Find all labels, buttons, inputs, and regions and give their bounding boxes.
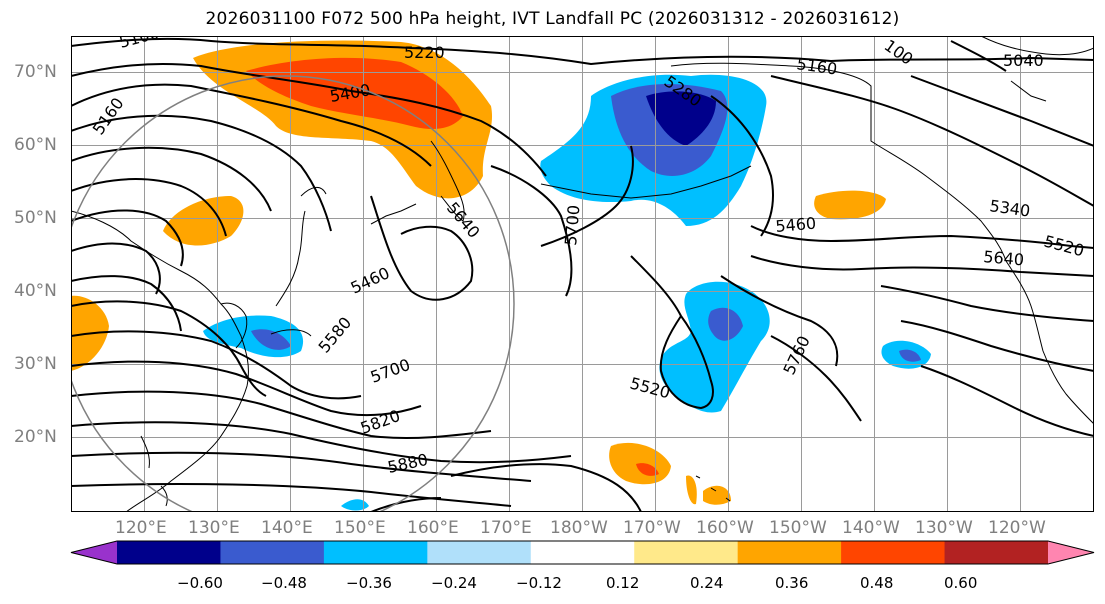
colorbar-tick: −0.48 (261, 574, 307, 592)
colorbar-segment (634, 541, 739, 564)
lon-label: 140°E (261, 518, 313, 538)
contour-label: 5700 (561, 204, 583, 246)
coastline-north-america (1005, 260, 1094, 425)
lon-label: 170°E (480, 518, 532, 538)
lon-label: 140°W (842, 518, 900, 538)
colorbar-tick: −0.24 (431, 574, 477, 592)
colorbar-tick: 0.12 (606, 574, 640, 592)
lon-label: 150°W (769, 518, 827, 538)
colorbar-extend-high (1048, 541, 1094, 564)
graticule (71, 36, 1094, 512)
coastline-philippines (140, 435, 168, 507)
height-contours (71, 37, 1094, 512)
lon-label: 160°E (407, 518, 459, 538)
ivt-negative-core-east (899, 349, 921, 362)
coastline-east-asia (71, 210, 249, 512)
colorbar-tick: −0.12 (516, 574, 562, 592)
lon-label: 130°E (188, 518, 240, 538)
colorbar-tick: 0.48 (860, 574, 894, 592)
contour-label: 5220 (404, 43, 445, 62)
lat-label-30n: 30°N (14, 354, 57, 374)
lon-label: 180°W (550, 518, 608, 538)
ivt-negative-small-south (341, 499, 369, 511)
coastline-aleutians (540, 165, 752, 199)
lon-label: 160°W (696, 518, 754, 538)
lon-label: 120°W (988, 518, 1046, 538)
colorbar-segment (427, 541, 532, 564)
colorbar-segment (117, 541, 221, 564)
lat-label-40n: 40°N (14, 281, 57, 301)
ivt-negative-region-subtropical (659, 281, 770, 413)
contour-label: 5040 (1003, 51, 1044, 70)
colorbar-tick: −0.60 (177, 574, 223, 592)
colorbar-segment (944, 541, 1049, 564)
coastline-kamchatka (430, 140, 465, 222)
lon-label: 120°E (115, 518, 167, 538)
colorbar-tick: 0.24 (690, 574, 724, 592)
lat-label-50n: 50°N (14, 208, 57, 228)
contour-label: 5460 (775, 214, 817, 236)
coastline-korea (220, 302, 248, 349)
lon-label: 130°W (915, 518, 973, 538)
ivt-negative-core-japan (251, 329, 291, 350)
ivt-positive-region-japan-north (163, 196, 244, 246)
coastline-canada-north (980, 36, 1094, 102)
colorbar-tick: 0.60 (944, 574, 978, 592)
colorbar-segment (737, 541, 842, 564)
coastline-alaska (670, 62, 1007, 262)
colorbar-extend-low (71, 541, 117, 564)
ivt-positive-region-gulf (814, 190, 886, 220)
figure-title: 2026031100 F072 500 hPa height, IVT Land… (205, 9, 900, 29)
landfall-region-circle (71, 75, 515, 512)
lat-label-70n: 70°N (14, 62, 57, 82)
coastlines (71, 36, 1094, 512)
colorbar-tick: −0.36 (346, 574, 392, 592)
colorbar-outline (70, 540, 1095, 565)
contour-label: 5640 (983, 247, 1025, 269)
lon-label: 170°W (623, 518, 681, 538)
ivt-positive-core-hawaii (636, 463, 659, 476)
ivt-negative-darkcore-bering (646, 91, 716, 146)
ivt-negative-core-subtropical (708, 307, 743, 341)
ivt-positive-small-2 (703, 485, 731, 505)
lat-label-20n: 20°N (14, 427, 57, 447)
ivt-positive-small-1 (686, 475, 697, 505)
lon-label: 150°E (334, 518, 386, 538)
colorbar-segment (530, 541, 635, 564)
map-panel: 5100 5220 5400 5160 5160 5040 5280 5640 … (71, 36, 1094, 512)
colorbar-segment (841, 541, 946, 564)
colorbar-tick: 0.36 (775, 574, 809, 592)
colorbar-segment (220, 541, 325, 564)
colorbar-segment (323, 541, 428, 564)
coastline-hawaii (695, 475, 731, 502)
lat-label-60n: 60°N (14, 135, 57, 155)
map-frame (71, 36, 1094, 512)
